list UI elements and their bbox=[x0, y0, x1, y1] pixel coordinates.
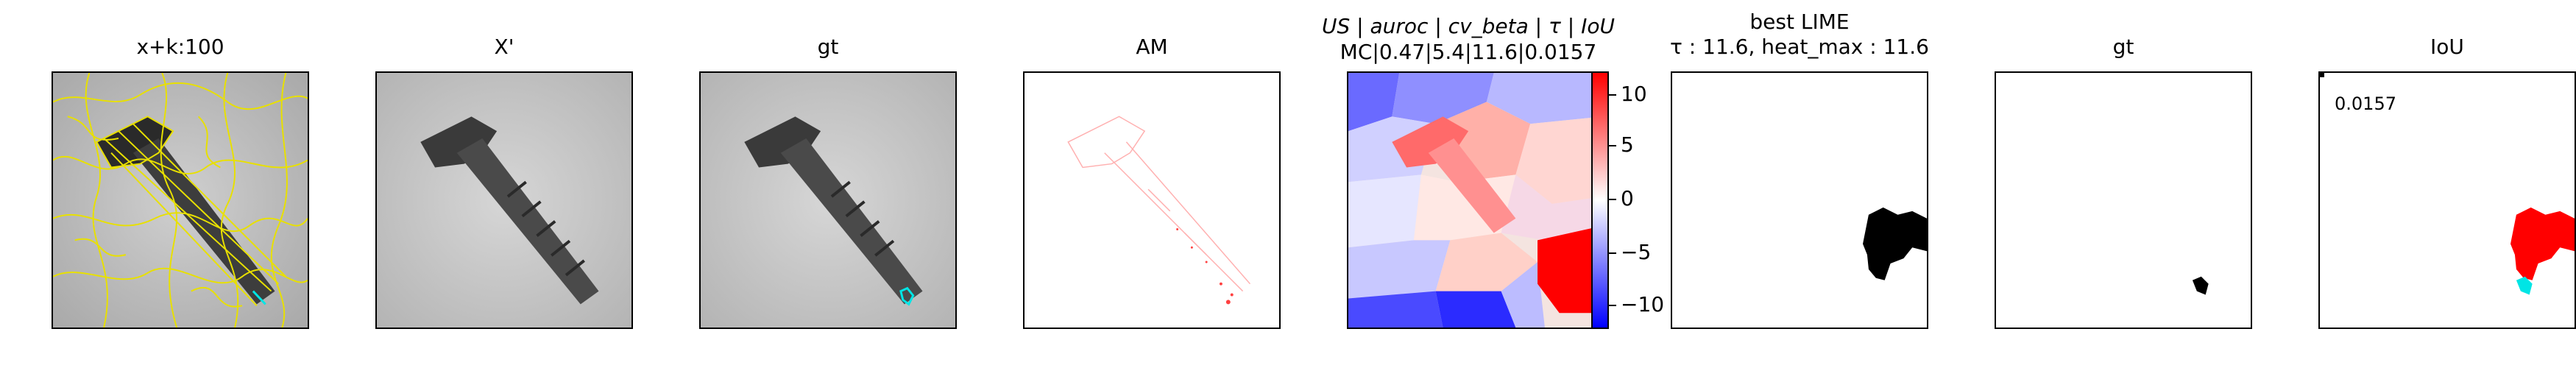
colorbar-tick-neg5 bbox=[1609, 252, 1616, 254]
attribution-map-image bbox=[1025, 73, 1279, 328]
panel-6-title-line1: best LIME bbox=[1749, 10, 1850, 34]
panel-8-iou: 0.0157 bbox=[2318, 71, 2576, 329]
colorbar bbox=[1591, 71, 1609, 329]
panel-2-title: X' bbox=[494, 35, 514, 59]
colorbar-label-0: 0 bbox=[1621, 186, 1634, 210]
screw-image bbox=[377, 73, 631, 328]
lime-mask-image bbox=[1672, 73, 1927, 328]
iou-image bbox=[2320, 73, 2575, 328]
panel-3-image bbox=[699, 71, 957, 329]
panel-6-title-line2: τ : 11.6, heat_max : 11.6 bbox=[1670, 35, 1929, 59]
panel-4-title: AM bbox=[1136, 35, 1168, 59]
colorbar-tick-10 bbox=[1609, 94, 1616, 96]
colorbar-tick-neg10 bbox=[1609, 305, 1616, 306]
gt-overlay-image bbox=[701, 73, 955, 328]
panel-8-title: IoU bbox=[2430, 35, 2464, 59]
panel-4-attribution-map bbox=[1023, 71, 1281, 329]
gt-mask-image bbox=[1996, 73, 2251, 328]
colorbar-tick-0 bbox=[1609, 199, 1616, 200]
panel-6-lime-mask bbox=[1671, 71, 1928, 329]
colorbar-label-neg5: −5 bbox=[1621, 240, 1652, 264]
panel-1-superpixels bbox=[52, 71, 309, 329]
panel-2-image bbox=[375, 71, 633, 329]
superpixel-image bbox=[53, 73, 308, 328]
iou-value-annotation: 0.0157 bbox=[2335, 93, 2396, 114]
colorbar-label-5: 5 bbox=[1621, 132, 1634, 157]
panel-5-title-line2: MC|0.47|5.4|11.6|0.0157 bbox=[1340, 40, 1597, 64]
panel-3-title: gt bbox=[817, 35, 839, 59]
superpixel-edges bbox=[53, 73, 308, 328]
panel-7-title: gt bbox=[2112, 35, 2134, 59]
panel-1-title: x+k:100 bbox=[136, 35, 224, 59]
colorbar-label-neg10: −10 bbox=[1621, 292, 1665, 316]
lime-heatmap-image bbox=[1348, 73, 1603, 328]
panel-7-gt-mask bbox=[1995, 71, 2252, 329]
panel-5-title-line1: US | auroc | cv_beta | τ | IoU bbox=[1322, 14, 1615, 38]
colorbar-tick-5 bbox=[1609, 145, 1616, 146]
panel-5-heatmap bbox=[1347, 71, 1604, 329]
colorbar-label-10: 10 bbox=[1621, 82, 1647, 106]
